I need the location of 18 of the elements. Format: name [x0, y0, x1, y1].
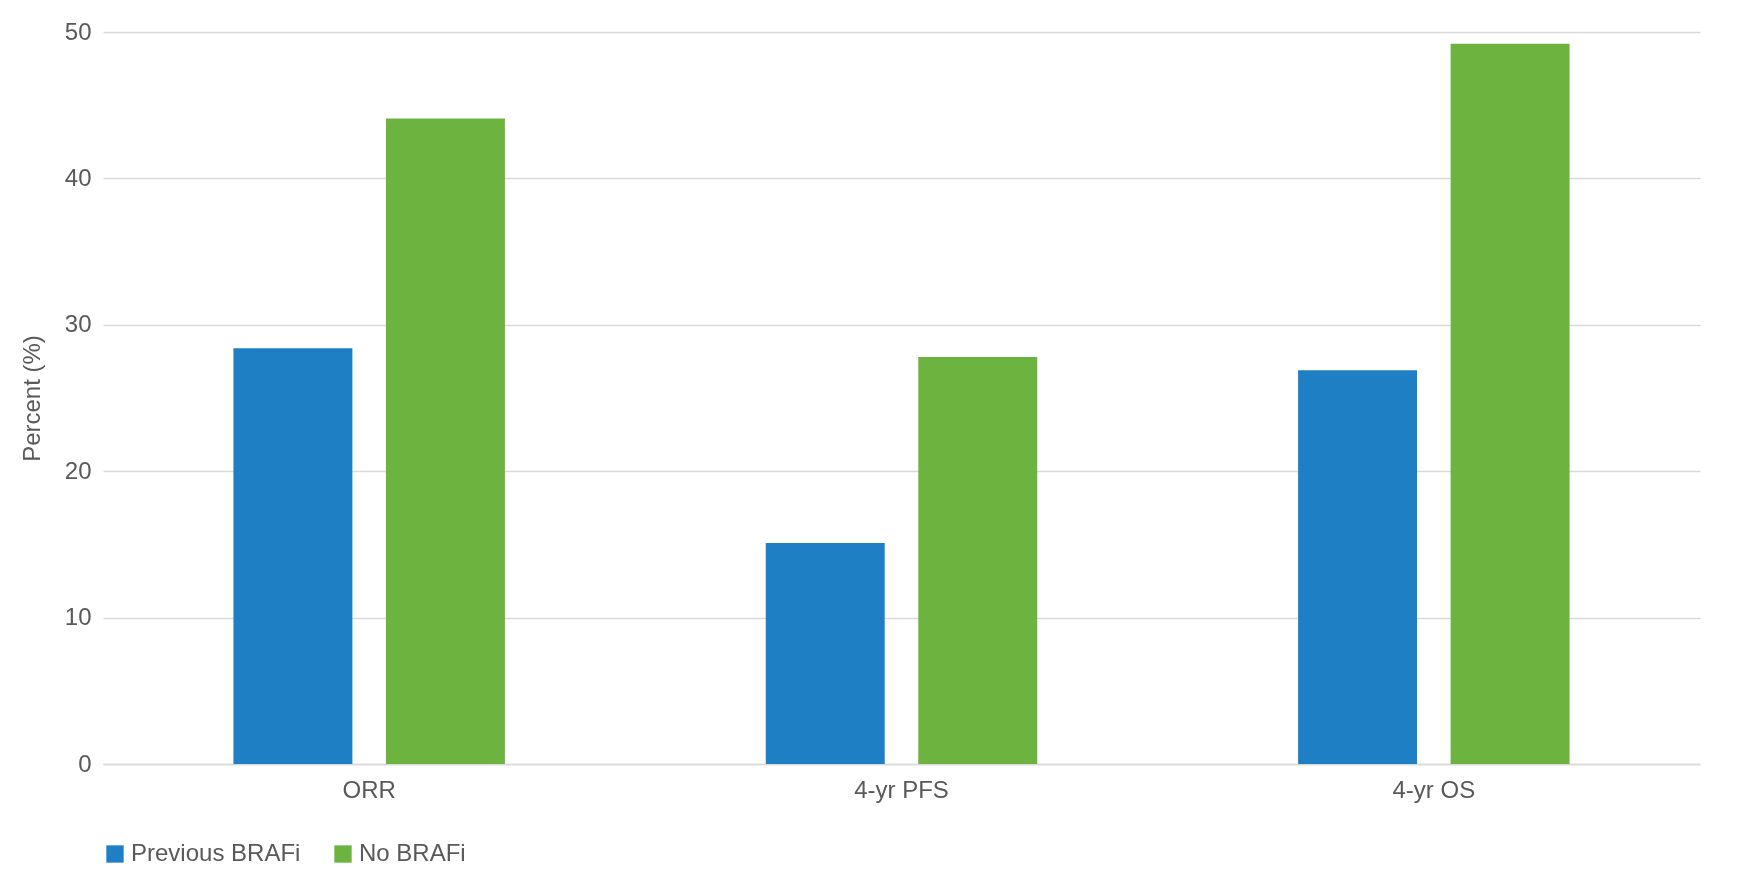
y-tick-label: 30	[64, 310, 92, 338]
y-tick-label: 20	[64, 456, 92, 484]
bar	[1450, 43, 1570, 764]
bar	[1298, 370, 1418, 764]
y-tick-label: 0	[78, 749, 92, 777]
y-tick-label: 40	[64, 163, 92, 191]
legend-label: No BRAFi	[359, 839, 466, 866]
y-axis-title: Percent (%)	[17, 335, 45, 462]
x-tick-label: 4-yr PFS	[854, 775, 949, 803]
y-tick-label: 50	[64, 17, 92, 45]
bar	[233, 348, 353, 764]
bar	[385, 118, 505, 764]
bar	[765, 542, 885, 764]
legend-label: Previous BRAFi	[131, 839, 301, 866]
y-tick-label: 10	[64, 603, 92, 631]
bar	[918, 357, 1038, 764]
x-tick-label: 4-yr OS	[1392, 775, 1476, 803]
x-tick-label: ORR	[342, 775, 396, 803]
